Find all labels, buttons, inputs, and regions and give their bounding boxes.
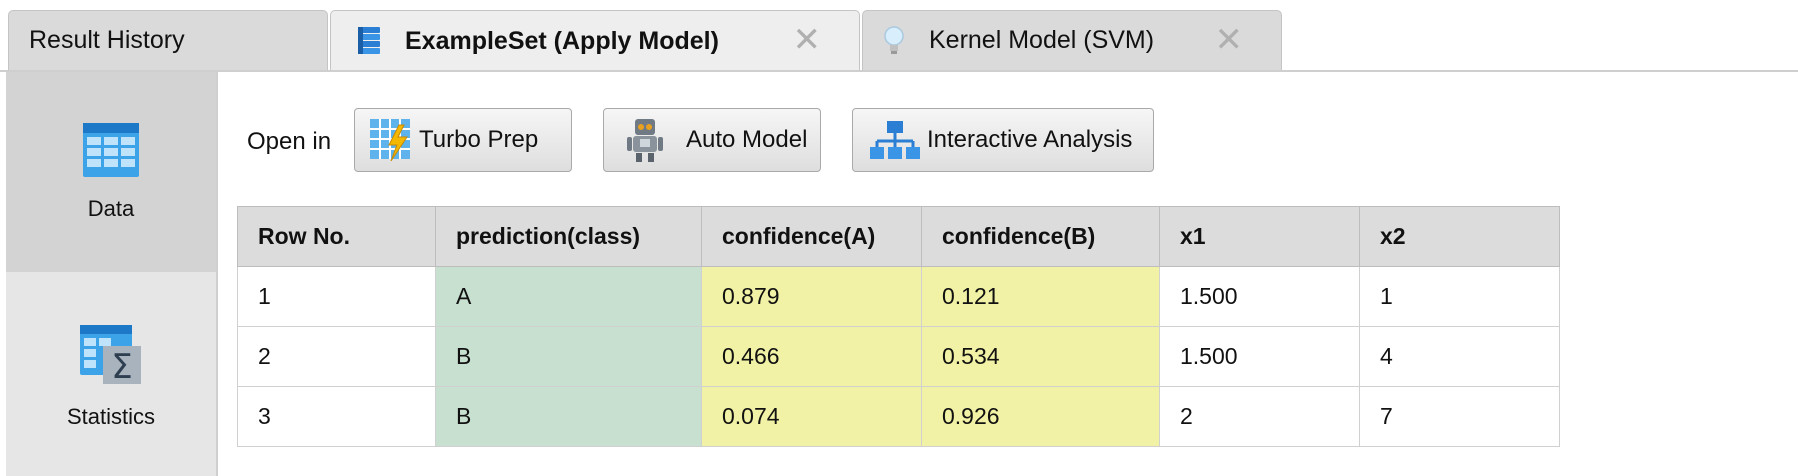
data-table: Row No. prediction(class) confidence(A) … <box>237 206 1560 447</box>
table-cell: 2 <box>1159 386 1360 447</box>
table-cell: 0.879 <box>701 266 922 327</box>
table-cell: 0.121 <box>921 266 1160 327</box>
column-header[interactable]: x1 <box>1159 206 1360 267</box>
lightbulb-icon <box>879 24 909 58</box>
auto-model-button[interactable]: Auto Model <box>603 108 821 172</box>
interactive-analysis-button[interactable]: Interactive Analysis <box>852 108 1154 172</box>
robot-icon <box>626 117 664 163</box>
table-cell: B <box>435 386 702 447</box>
table-header-row: Row No. prediction(class) confidence(A) … <box>237 206 1560 267</box>
table-cell: 1 <box>237 266 436 327</box>
view-sidebar: Data Σ Statistics <box>6 72 218 476</box>
tab-label: Result History <box>29 26 185 54</box>
hierarchy-icon <box>869 117 921 163</box>
table-cell: 4 <box>1359 326 1560 387</box>
table-cell: 0.534 <box>921 326 1160 387</box>
table-cell: 1 <box>1359 266 1560 327</box>
statistics-icon: Σ <box>79 324 143 387</box>
turbo-prep-button[interactable]: Turbo Prep <box>354 108 572 172</box>
table-cell: B <box>435 326 702 387</box>
sidebar-item-label: Data <box>87 196 135 221</box>
close-icon[interactable]: ✕ <box>792 21 822 59</box>
sidebar-item-label: Statistics <box>66 404 156 429</box>
table-cell: 0.466 <box>701 326 922 387</box>
table-row[interactable]: 2 B 0.466 0.534 1.500 4 <box>237 326 1560 387</box>
tab-exampleset-apply-model[interactable]: ExampleSet (Apply Model) ✕ <box>330 10 860 72</box>
button-label: Auto Model <box>686 126 808 153</box>
table-cell: 0.926 <box>921 386 1160 447</box>
column-header[interactable]: Row No. <box>237 206 436 267</box>
tab-kernel-model-svm[interactable]: Kernel Model (SVM) ✕ <box>862 10 1282 70</box>
table-cell: 7 <box>1359 386 1560 447</box>
tab-label: Kernel Model (SVM) <box>929 26 1155 54</box>
close-icon[interactable]: ✕ <box>1214 21 1244 59</box>
sidebar-item-data[interactable]: Data <box>6 72 216 272</box>
tab-label: ExampleSet (Apply Model) <box>405 27 719 55</box>
column-header[interactable]: prediction(class) <box>435 206 702 267</box>
column-header[interactable]: confidence(A) <box>701 206 922 267</box>
open-in-label: Open in <box>247 128 332 155</box>
table-cell: 3 <box>237 386 436 447</box>
button-label: Turbo Prep <box>419 126 539 153</box>
tab-divider <box>0 70 1798 72</box>
svg-text:Σ: Σ <box>111 347 132 386</box>
tab-result-history[interactable]: Result History <box>8 10 328 70</box>
tab-bar: Result History ExampleSet (Apply Model) … <box>0 0 1798 72</box>
table-cell: 0.074 <box>701 386 922 447</box>
exampleset-icon <box>355 25 385 59</box>
table-cell: 1.500 <box>1159 326 1360 387</box>
table-cell: A <box>435 266 702 327</box>
button-label: Interactive Analysis <box>927 126 1133 153</box>
turbo-prep-icon <box>369 117 413 163</box>
column-header[interactable]: confidence(B) <box>921 206 1160 267</box>
table-cell: 2 <box>237 326 436 387</box>
table-cell: 1.500 <box>1159 266 1360 327</box>
table-icon <box>82 122 140 178</box>
column-header[interactable]: x2 <box>1359 206 1560 267</box>
sidebar-item-statistics[interactable]: Σ Statistics <box>6 272 216 476</box>
table-row[interactable]: 3 B 0.074 0.926 2 7 <box>237 386 1560 447</box>
table-row[interactable]: 1 A 0.879 0.121 1.500 1 <box>237 266 1560 327</box>
